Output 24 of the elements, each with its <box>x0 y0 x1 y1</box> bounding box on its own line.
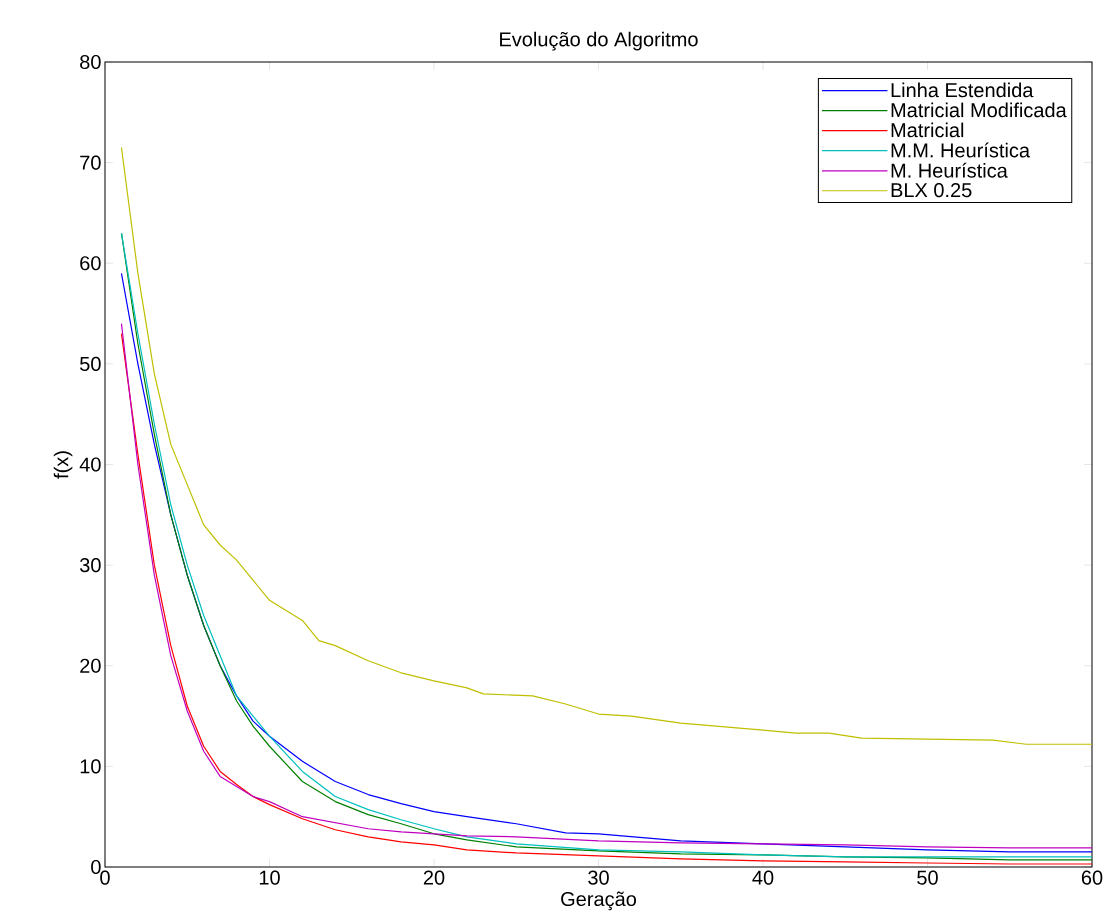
y-tick-label: 60 <box>80 256 101 271</box>
x-tick-label: 10 <box>259 870 280 885</box>
x-tick-label: 40 <box>752 870 774 885</box>
y-tick-label: 10 <box>80 759 101 774</box>
y-tick-label: 0 <box>91 859 101 875</box>
legend-label: Linha Estendida <box>891 82 1034 98</box>
y-tick-label: 50 <box>80 356 101 371</box>
y-tick-label: 40 <box>79 457 101 472</box>
y-tick-label: 80 <box>80 54 101 70</box>
y-tick-label: 20 <box>80 658 101 673</box>
chart-title: Evolução do Algoritmo <box>500 31 698 51</box>
y-tick-label: 70 <box>80 155 101 170</box>
x-tick-label: 20 <box>423 870 445 885</box>
legend-label: M. Heurística <box>891 162 1008 178</box>
y-tick-label: 30 <box>79 558 101 573</box>
legend-label: Matricial Modificada <box>891 102 1067 118</box>
x-tick-label: 30 <box>588 870 609 885</box>
y-axis-title: f(x) <box>53 451 73 479</box>
legend-label: M.M. Heurística <box>891 142 1031 158</box>
legend-label: BLX 0.25 <box>891 183 972 198</box>
x-axis-title: Geração <box>561 891 637 911</box>
x-tick-label: 50 <box>917 870 938 885</box>
legend-label: Matricial <box>891 122 964 138</box>
x-tick-label: 60 <box>1081 870 1103 885</box>
